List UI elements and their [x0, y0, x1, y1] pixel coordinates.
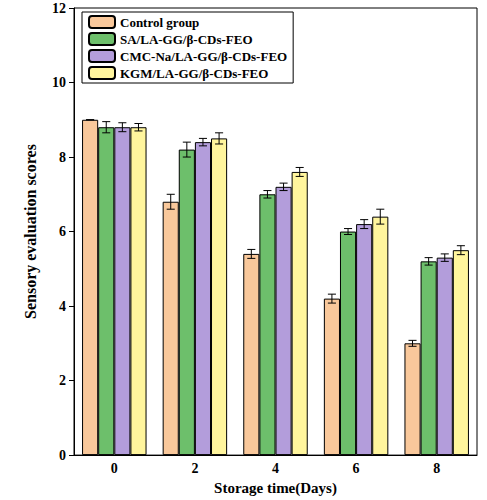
svg-text:KGM/LA-GG/β-CDs-FEO: KGM/LA-GG/β-CDs-FEO — [120, 66, 268, 81]
svg-text:12: 12 — [52, 1, 66, 16]
svg-text:4: 4 — [272, 461, 279, 476]
svg-text:SA/LA-GG/β-CDs-FEO: SA/LA-GG/β-CDs-FEO — [120, 32, 253, 47]
svg-text:6: 6 — [59, 224, 66, 239]
svg-text:CMC-Na/LA-GG/β-CDs-FEO: CMC-Na/LA-GG/β-CDs-FEO — [120, 49, 287, 64]
svg-text:8: 8 — [433, 461, 440, 476]
svg-text:8: 8 — [59, 150, 66, 165]
svg-text:4: 4 — [59, 299, 66, 314]
svg-text:Sensory evaluation scores: Sensory evaluation scores — [22, 144, 40, 319]
svg-text:Control group: Control group — [120, 15, 199, 30]
svg-text:2: 2 — [191, 461, 198, 476]
svg-text:Storage time(Days): Storage time(Days) — [214, 480, 337, 497]
svg-text:0: 0 — [111, 461, 118, 476]
svg-text:2: 2 — [59, 373, 66, 388]
svg-text:6: 6 — [353, 461, 360, 476]
svg-text:0: 0 — [59, 448, 66, 463]
svg-text:10: 10 — [52, 75, 66, 90]
